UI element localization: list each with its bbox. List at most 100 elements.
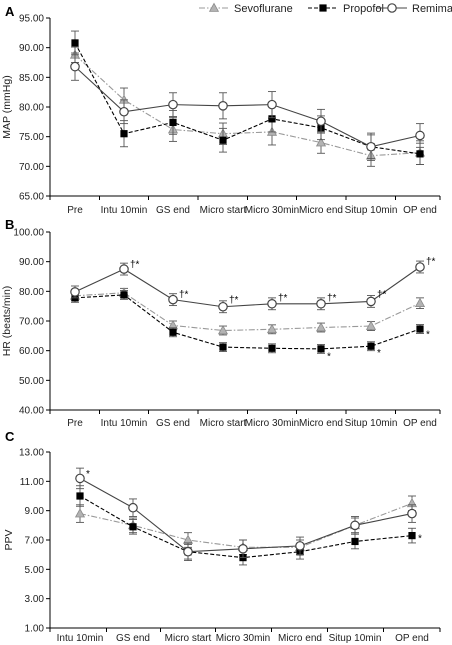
data-point	[295, 541, 305, 551]
significance-mark: †*	[327, 293, 337, 304]
significance-mark: *	[327, 352, 331, 363]
x-tick-label: Intu 10min	[101, 205, 148, 216]
data-point	[268, 344, 276, 352]
y-axis-label: PPV	[3, 529, 15, 550]
data-point	[169, 118, 177, 127]
legend-marker	[319, 4, 327, 12]
series-line	[74, 292, 421, 332]
panel-label: A	[5, 4, 15, 19]
data-point	[70, 287, 80, 297]
data-point	[416, 325, 424, 333]
y-tick-label: 80.00	[19, 287, 44, 298]
data-point	[168, 294, 178, 305]
x-tick-label: GS end	[116, 633, 150, 644]
data-point	[366, 296, 376, 307]
y-tick-label: 70.00	[19, 162, 44, 173]
x-tick-label: Pre	[67, 205, 83, 216]
x-tick-label: Micro 30min	[216, 633, 270, 644]
significance-mark: *	[86, 469, 90, 480]
series-line	[74, 42, 421, 155]
data-point	[351, 537, 359, 546]
series-remimazolam	[70, 260, 425, 314]
data-point	[408, 532, 416, 540]
y-tick-label: 80.00	[19, 103, 44, 114]
y-tick-label: 3.00	[25, 594, 45, 605]
significance-mark: *	[418, 534, 422, 545]
legend-marker	[387, 3, 397, 13]
y-tick-label: 95.00	[19, 14, 44, 25]
data-point	[129, 523, 137, 531]
data-point	[119, 106, 129, 117]
significance-mark: *	[426, 329, 430, 340]
y-tick-label: 90.00	[19, 43, 44, 54]
series-remimazolam	[75, 467, 417, 561]
y-tick-label: 75.00	[19, 132, 44, 143]
data-point	[70, 61, 80, 72]
y-tick-label: 60.00	[19, 346, 44, 357]
data-point	[315, 137, 327, 147]
data-point	[120, 130, 128, 138]
x-tick-label: GS end	[156, 205, 190, 216]
y-tick-label: 70.00	[19, 317, 44, 328]
data-point	[415, 262, 425, 272]
significance-mark: *	[377, 348, 381, 359]
y-tick-label: 9.00	[25, 506, 45, 517]
x-tick-label: Micro start	[200, 205, 247, 216]
data-point	[366, 141, 376, 152]
data-point	[219, 343, 227, 351]
data-point	[128, 502, 138, 513]
data-point	[317, 345, 325, 353]
legend-label: Remimazolam	[412, 3, 452, 15]
y-axis-label: HR (beats/min)	[1, 286, 13, 357]
y-tick-label: 40.00	[19, 406, 44, 417]
data-point	[350, 520, 360, 531]
y-tick-label: 11.00	[20, 477, 45, 488]
x-tick-label: Intu 10min	[101, 418, 148, 429]
data-point	[316, 298, 326, 309]
significance-mark: †*	[229, 295, 239, 306]
x-tick-label: Micro 30min	[245, 418, 299, 429]
x-tick-label: Micro end	[299, 205, 343, 216]
data-point	[367, 342, 375, 350]
x-tick-label: Situp 10min	[345, 418, 398, 429]
y-tick-label: 90.00	[19, 257, 44, 268]
data-point	[238, 543, 248, 554]
y-tick-label: 7.00	[25, 536, 45, 547]
chart-panel-A: A 95.00 90.00 85.00 80.00 75.00 70.00 65.00 MAP …	[1, 4, 441, 216]
x-tick-label: Micro 30min	[245, 205, 299, 216]
data-point	[169, 328, 177, 336]
chart-panels: A 95.00 90.00 85.00 80.00 75.00 70.00 65.00 MAP …	[1, 4, 441, 644]
series-remimazolam	[70, 52, 425, 161]
data-point	[416, 150, 424, 158]
y-tick-label: 50.00	[19, 376, 44, 387]
x-tick-label: OP end	[403, 418, 437, 429]
data-point	[315, 322, 327, 332]
data-point	[218, 101, 228, 111]
legend-item: Sevoflurane	[199, 2, 293, 15]
data-point	[316, 116, 326, 127]
x-tick-label: Micro end	[278, 633, 322, 644]
legend-marker	[208, 2, 220, 12]
legend-label: Sevoflurane	[234, 3, 293, 15]
series-line	[74, 294, 421, 350]
y-tick-label: 13.00	[19, 448, 44, 459]
x-tick-label: OP end	[403, 205, 437, 216]
significance-mark: †*	[278, 293, 288, 304]
significance-mark: †*	[179, 289, 189, 300]
series-line	[74, 66, 421, 148]
data-point	[267, 99, 277, 110]
data-point	[365, 320, 377, 330]
data-point	[415, 130, 425, 141]
x-tick-label: Situp 10min	[329, 633, 382, 644]
data-point	[218, 301, 228, 312]
legend: Sevoflurane Propofol Remimazolam	[199, 2, 452, 15]
data-point	[268, 115, 276, 123]
data-point	[76, 492, 84, 500]
x-tick-label: Pre	[67, 418, 83, 429]
data-point	[267, 298, 277, 309]
x-tick-label: Micro end	[299, 418, 343, 429]
x-tick-label: GS end	[156, 418, 190, 429]
x-tick-label: Micro start	[200, 418, 247, 429]
panel-label: B	[5, 217, 14, 232]
